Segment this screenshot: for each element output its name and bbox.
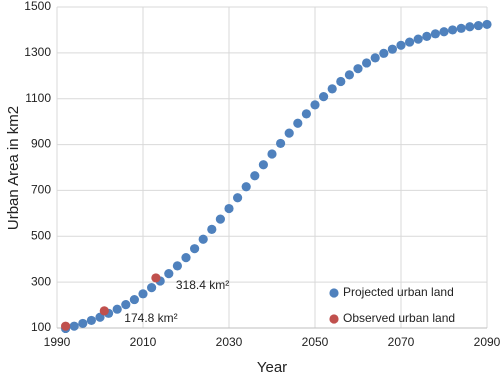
data-point xyxy=(233,193,243,203)
data-point xyxy=(250,171,260,181)
data-point xyxy=(267,149,277,159)
data-point xyxy=(241,182,251,192)
data-label: 318.4 km² xyxy=(176,278,229,292)
data-point xyxy=(379,48,389,58)
data-point xyxy=(396,40,406,50)
data-point xyxy=(99,306,109,316)
data-point xyxy=(181,253,191,263)
data-point xyxy=(430,29,440,39)
x-tick-label: 2050 xyxy=(302,335,329,349)
data-point xyxy=(465,22,475,32)
data-point xyxy=(151,273,161,283)
y-tick-label: 500 xyxy=(31,228,51,242)
data-point xyxy=(164,269,174,279)
data-point xyxy=(78,318,88,329)
data-point xyxy=(147,283,157,293)
legend-marker xyxy=(329,288,339,298)
data-point xyxy=(61,321,71,331)
data-point xyxy=(301,109,311,119)
y-tick-label: 700 xyxy=(31,183,51,197)
x-tick-label: 2030 xyxy=(216,335,243,349)
y-tick-label: 300 xyxy=(31,274,51,288)
data-point xyxy=(405,37,415,47)
data-point xyxy=(310,100,320,110)
data-point xyxy=(370,53,380,63)
data-point xyxy=(293,118,303,128)
data-label: 174.8 km² xyxy=(124,311,177,325)
data-point xyxy=(422,31,432,41)
y-tick-label: 1500 xyxy=(24,0,51,13)
data-point xyxy=(327,84,337,94)
data-point xyxy=(172,261,182,271)
data-point xyxy=(198,234,208,244)
data-point xyxy=(112,304,122,314)
y-tick-label: 1100 xyxy=(25,91,51,105)
data-point xyxy=(448,25,458,35)
data-point xyxy=(215,214,225,224)
legend-label: Observed urban land xyxy=(343,311,455,325)
y-tick-label: 900 xyxy=(31,137,51,151)
data-point xyxy=(336,76,346,87)
data-point xyxy=(190,244,200,254)
data-point xyxy=(284,128,294,138)
data-point xyxy=(224,203,234,214)
x-axis-title: Year xyxy=(257,359,287,376)
data-point xyxy=(353,64,363,74)
data-point xyxy=(138,289,148,299)
data-point xyxy=(207,224,217,235)
y-tick-label: 1300 xyxy=(24,45,51,59)
y-axis-title: Urban Area in km2 xyxy=(5,106,22,230)
data-point xyxy=(473,20,483,31)
data-point xyxy=(276,138,286,149)
data-point xyxy=(121,300,131,310)
x-tick-label: 2090 xyxy=(474,335,500,349)
y-tick-label: 100 xyxy=(31,320,51,334)
x-tick-label: 1990 xyxy=(44,335,71,349)
data-point xyxy=(387,44,397,54)
legend-label: Projected urban land xyxy=(343,285,454,299)
legend-marker xyxy=(329,314,339,324)
data-point xyxy=(439,27,449,37)
data-point xyxy=(129,294,139,305)
data-point xyxy=(344,70,354,80)
x-tick-label: 2010 xyxy=(130,335,157,349)
data-point xyxy=(456,23,466,33)
data-point xyxy=(319,92,329,102)
data-point xyxy=(482,19,492,30)
data-point xyxy=(69,321,79,331)
x-tick-label: 2070 xyxy=(388,335,415,349)
data-point xyxy=(413,34,423,44)
data-point xyxy=(362,58,372,68)
data-point xyxy=(86,315,96,326)
data-point xyxy=(258,160,268,170)
